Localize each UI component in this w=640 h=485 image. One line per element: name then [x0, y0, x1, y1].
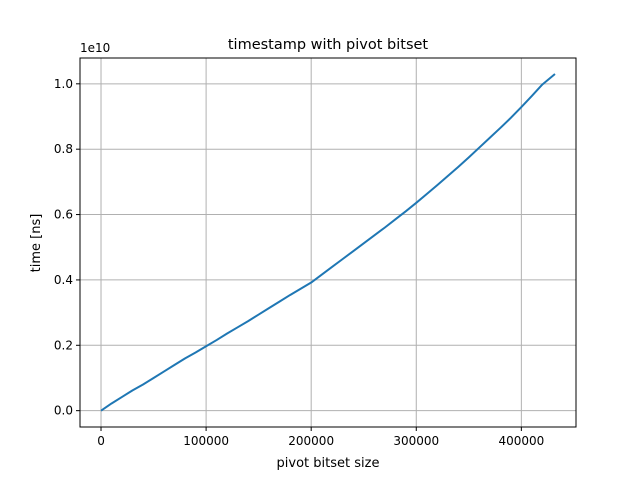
- y-tick-label: 0.8: [54, 142, 73, 156]
- x-tick-label: 400000: [498, 434, 544, 448]
- y-tick-label: 0.2: [54, 338, 73, 352]
- y-axis-offset-label: 1e10: [80, 41, 110, 55]
- x-tick-label: 100000: [183, 434, 229, 448]
- grid: [80, 58, 576, 427]
- y-axis-label: time [ns]: [29, 214, 44, 273]
- series-line: [100, 73, 556, 412]
- y-tick-label: 0.0: [54, 404, 73, 418]
- y-tick-label: 1.0: [54, 77, 73, 91]
- y-axis-ticks: 0.0 0.2 0.4 0.6 0.8 1.0: [54, 77, 80, 418]
- y-tick-label: 0.4: [54, 273, 73, 287]
- x-tick-label: 300000: [393, 434, 439, 448]
- x-tick-label: 0: [97, 434, 105, 448]
- chart-title: timestamp with pivot bitset: [228, 37, 429, 53]
- x-tick-label: 200000: [288, 434, 334, 448]
- x-axis-label: pivot bitset size: [277, 456, 380, 471]
- y-tick-label: 0.6: [54, 208, 73, 222]
- x-axis-ticks: 0 100000 200000 300000 400000: [97, 427, 544, 448]
- axes-frame: [79, 57, 577, 428]
- series-layer: [100, 73, 556, 412]
